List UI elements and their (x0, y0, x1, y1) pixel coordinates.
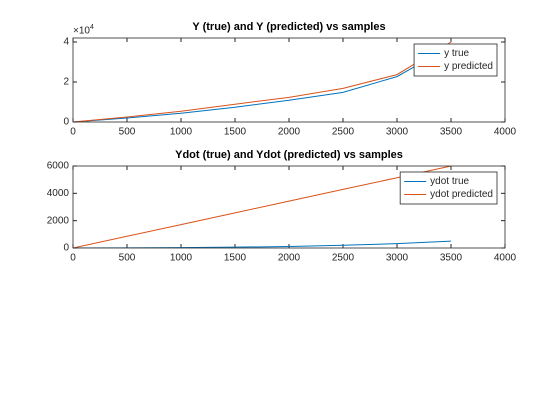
y-multiplier-exponent: 4 (90, 24, 94, 31)
x-tick-label: 1000 (170, 127, 193, 138)
y-tick-label: 0 (63, 117, 69, 128)
x-tick-label: 3500 (440, 127, 463, 138)
legend-label: y predicted (444, 61, 493, 72)
y-tick-label: 2 (63, 77, 69, 88)
legend-label: ydot predicted (430, 189, 493, 200)
x-tick-label: 500 (119, 127, 136, 138)
x-tick-label: 1500 (224, 253, 247, 264)
legend-box (413, 43, 498, 77)
chart-title: Y (true) and Y (predicted) vs samples (192, 21, 385, 33)
x-tick-label: 2500 (332, 127, 355, 138)
y-multiplier: ×10 (73, 26, 90, 37)
y-tick-label: 4 (63, 37, 69, 48)
legend-label: y true (444, 48, 469, 59)
x-tick-label: 3000 (386, 127, 409, 138)
x-tick-label: 4000 (494, 127, 517, 138)
x-tick-label: 2000 (278, 253, 301, 264)
legend-label: ydot true (430, 176, 469, 187)
x-tick-label: 0 (70, 253, 76, 264)
y-tick-label: 6000 (47, 161, 70, 172)
y-tick-label: 2000 (47, 215, 70, 226)
series-line (73, 45, 452, 122)
x-tick-label: 0 (70, 127, 76, 138)
x-tick-label: 2000 (278, 127, 301, 138)
legend-box (399, 171, 498, 205)
axes-box (72, 165, 506, 249)
series-line (73, 41, 452, 122)
x-tick-label: 3500 (440, 253, 463, 264)
series-line (73, 166, 452, 248)
x-tick-label: 3000 (386, 253, 409, 264)
x-tick-label: 1000 (170, 253, 193, 264)
x-tick-label: 4000 (494, 253, 517, 264)
x-tick-label: 1500 (224, 127, 247, 138)
y-tick-label: 0 (63, 243, 69, 254)
x-tick-label: 2500 (332, 253, 355, 264)
x-tick-label: 500 (119, 253, 136, 264)
chart-title: Ydot (true) and Ydot (predicted) vs samp… (175, 149, 403, 161)
axes-box (72, 37, 506, 123)
y-tick-label: 4000 (47, 188, 70, 199)
